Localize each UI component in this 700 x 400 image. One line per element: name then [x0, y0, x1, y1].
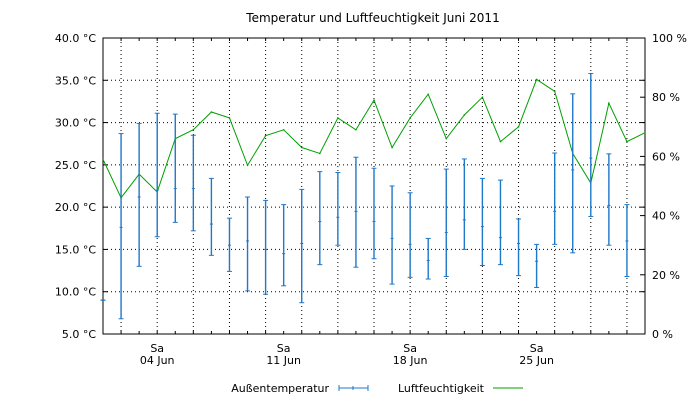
humidity-point	[210, 111, 213, 113]
left-tick-label: 25.0 °C	[55, 159, 96, 172]
temperature-errorbar	[516, 218, 522, 277]
humidity-point	[608, 102, 610, 104]
left-tick-label: 40.0 °C	[55, 32, 96, 45]
temperature-errorbar	[208, 177, 214, 256]
temperature-errorbar	[552, 152, 558, 245]
x-date-label: 18 Jun	[393, 354, 428, 367]
temperature-errorbar	[317, 171, 323, 266]
x-weekday-label: Sa	[530, 342, 544, 355]
right-tick-label: 40 %	[652, 210, 680, 223]
right-tick-label: 20 %	[652, 269, 680, 282]
x-date-label: 25 Jun	[519, 354, 554, 367]
right-tick-label: 80 %	[652, 91, 680, 104]
left-axis: 5.0 °C 10.0 °C 15.0 °C 20.0 °C 25.0 °C 30.0 °…	[55, 32, 645, 341]
temperature-errorbar	[281, 204, 287, 287]
temperature-errorbar	[389, 185, 395, 285]
left-tick-label: 5.0 °C	[62, 328, 96, 341]
legend-label-humidity: Luftfeuchtigkeit	[398, 382, 485, 395]
temperature-errorbar	[534, 243, 540, 288]
temperature-errorbar	[479, 177, 485, 266]
temperature-errorbar	[136, 122, 142, 267]
humidity-point	[553, 90, 556, 93]
temperature-errorbar	[335, 171, 341, 246]
temperature-errorbar	[154, 112, 160, 238]
left-tick-label: 20.0 °C	[55, 201, 96, 214]
humidity-point	[228, 117, 231, 119]
x-date-label: 04 Jun	[140, 354, 175, 367]
humidity-point	[481, 96, 484, 98]
x-weekday-label: Sa	[403, 342, 417, 355]
temperature-errorbar	[299, 188, 305, 304]
humidity-point	[535, 78, 538, 81]
humidity-point	[409, 117, 411, 119]
temperature-errorbar	[443, 168, 449, 277]
humidity-point	[626, 140, 628, 143]
humidity-point	[463, 114, 466, 116]
humidity-point	[355, 128, 357, 131]
temperature-errorbar	[371, 167, 377, 260]
temperature-errorbar	[172, 113, 178, 223]
temperature-errorbar	[190, 134, 196, 232]
humidity-point	[644, 131, 646, 134]
humidity-point	[319, 152, 321, 155]
temperature-errorbar	[425, 237, 431, 280]
humidity-point	[499, 140, 502, 143]
legend: Außentemperatur Luftfeuchtigkeit	[231, 382, 523, 395]
left-tick-label: 15.0 °C	[55, 243, 96, 256]
right-tick-label: 60 %	[652, 150, 680, 163]
humidity-point	[373, 99, 375, 101]
humidity-point	[102, 158, 104, 161]
right-axis: 0 % 20 % 40 % 60 % 80 % 100 %	[640, 32, 687, 341]
temperature-errorbar	[226, 217, 232, 272]
humidity-point	[337, 117, 339, 119]
temperature-errorbar	[606, 153, 612, 246]
humidity-point	[264, 134, 267, 137]
left-tick-label: 30.0 °C	[55, 117, 96, 130]
temperature-errorbar	[624, 204, 630, 277]
right-tick-label: 0 %	[652, 328, 673, 341]
humidity-point	[300, 146, 303, 149]
legend-label-temperature: Außentemperatur	[231, 382, 329, 395]
x-weekday-label: Sa	[277, 342, 291, 355]
temperature-errorbar	[497, 179, 503, 266]
x-weekday-label: Sa	[150, 342, 164, 355]
humidity-point	[282, 128, 285, 131]
humidity-point	[391, 146, 393, 149]
temperature-series	[100, 73, 630, 320]
temperature-errorbar	[407, 192, 413, 278]
humidity-point	[445, 137, 448, 140]
humidity-point	[427, 93, 430, 96]
humidity-point	[192, 128, 195, 131]
legend-swatch-temperature	[338, 385, 369, 391]
temperature-errorbar	[263, 199, 269, 295]
right-tick-label: 100 %	[652, 32, 687, 45]
humidity-point	[517, 126, 520, 128]
temperature-errorbar	[353, 156, 359, 268]
temperature-errorbar	[570, 93, 576, 254]
temperature-errorbar	[461, 158, 467, 250]
temperature-errorbar	[245, 196, 251, 292]
temperature-errorbar	[118, 133, 124, 320]
humidity-point	[246, 164, 249, 167]
left-tick-label: 35.0 °C	[55, 74, 96, 87]
chart-title: Temperatur und Luftfeuchtigkeit Juni 201…	[245, 11, 499, 25]
temperature-errorbar	[588, 73, 594, 217]
left-tick-label: 10.0 °C	[55, 286, 96, 299]
x-date-label: 11 Jun	[266, 354, 301, 367]
